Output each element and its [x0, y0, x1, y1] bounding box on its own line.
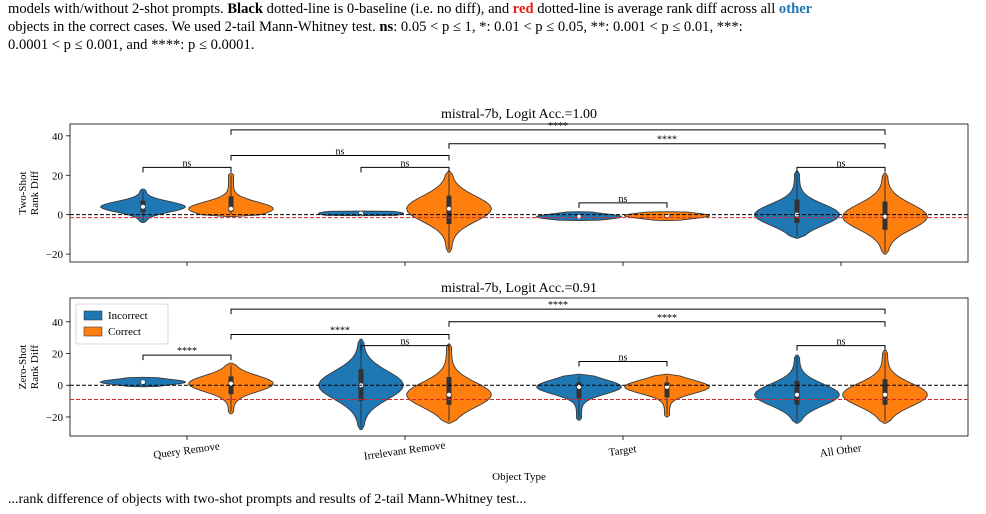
caption-text: dotted-line is average rank diff across … [533, 1, 779, 17]
significance-label: **** [330, 325, 350, 336]
significance-label: ns [837, 337, 846, 348]
significance-bracket [360, 166, 450, 173]
caption-text: 0.0001 < p ≤ 0.001, and ****: p ≤ 0.0001… [8, 37, 255, 53]
caption-text: objects in the correct cases. We used 2-… [8, 19, 380, 35]
significance-label: ns [183, 158, 192, 169]
y-tick-label: 40 [52, 317, 64, 329]
caption-ns-word: ns [379, 19, 394, 35]
x-tick-label: All Other [819, 442, 862, 460]
significance-bracket [142, 166, 232, 173]
caption-text: models with/without 2-shot prompts. [8, 1, 228, 17]
figure-caption: models with/without 2-shot prompts. Blac… [8, 0, 982, 54]
x-tick-label: Query Remove [153, 440, 221, 461]
chart-title: mistral-7b, Logit Acc.=0.91 [441, 281, 597, 296]
violin-box [794, 199, 800, 223]
significance-bracket [230, 155, 450, 161]
violin-median [447, 206, 451, 211]
violin-median [229, 206, 233, 211]
significance-bracket [578, 202, 668, 208]
significance-label: **** [548, 121, 568, 132]
significance-bracket [796, 345, 886, 351]
significance-bracket [230, 129, 886, 135]
y-tick-label: 20 [52, 349, 64, 361]
violin-median [229, 381, 233, 386]
significance-bracket [448, 321, 886, 327]
chart-title: mistral-7b, Logit Acc.=1.00 [441, 107, 597, 122]
next-caption: ...rank difference of objects with two-s… [8, 492, 527, 507]
y-tick-label: 20 [52, 170, 64, 182]
violin-median [447, 392, 451, 397]
y-tick-label: −20 [46, 249, 64, 261]
legend-swatch [83, 326, 103, 337]
y-axis-label: Rank Diff [29, 171, 41, 215]
y-axis-label: Zero-Shot [17, 345, 29, 390]
significance-label: **** [657, 313, 677, 324]
y-tick-label: 40 [52, 131, 64, 143]
significance-label: ns [837, 158, 846, 169]
violin-median [795, 392, 799, 397]
y-tick-label: 0 [58, 380, 64, 392]
y-axis-label: Rank Diff [29, 345, 41, 389]
legend-label: Incorrect [108, 310, 148, 322]
significance-bracket [796, 166, 886, 173]
significance-bracket [230, 333, 450, 340]
caption-text: : 0.05 < p ≤ 1, *: 0.01 < p ≤ 0.05, **: … [393, 19, 743, 35]
violin-box [576, 382, 582, 399]
violin-box [882, 379, 888, 405]
y-tick-label: −20 [46, 412, 64, 424]
legend-label: Correct [108, 326, 141, 338]
violin-median [665, 384, 669, 389]
significance-label: ns [401, 337, 410, 348]
significance-bracket [578, 360, 668, 367]
violin-box [446, 376, 452, 405]
caption-text: dotted-line is 0-baseline (i.e. no diff)… [263, 1, 513, 17]
violin-median [883, 392, 887, 397]
significance-label: ns [401, 158, 410, 169]
y-tick-label: 0 [58, 210, 64, 222]
x-tick-label: Target [608, 443, 637, 459]
x-axis-label: Object Type [492, 471, 546, 483]
violin-median [141, 204, 145, 209]
significance-label: **** [177, 346, 197, 357]
significance-bracket [360, 345, 450, 351]
significance-bracket [142, 354, 232, 361]
y-axis-label: Two-Shot [17, 171, 29, 214]
violin-median [141, 380, 145, 385]
significance-label: **** [657, 135, 677, 146]
legend-swatch [83, 310, 103, 321]
plot-frame [69, 297, 969, 437]
plot-frame [69, 123, 969, 263]
significance-label: ns [336, 147, 345, 158]
significance-bracket [448, 143, 886, 149]
violin-box [664, 382, 670, 398]
violin-box [228, 196, 234, 212]
caption-red-word: red [512, 1, 534, 17]
violin-median [577, 384, 581, 389]
significance-bracket [230, 308, 886, 315]
caption-other-word: other [778, 1, 813, 17]
significance-label: ns [619, 352, 628, 363]
caption-black-word: Black [227, 1, 263, 17]
significance-label: **** [548, 300, 568, 311]
x-tick-label: Irrelevant Remove [363, 439, 446, 462]
significance-label: ns [619, 194, 628, 205]
